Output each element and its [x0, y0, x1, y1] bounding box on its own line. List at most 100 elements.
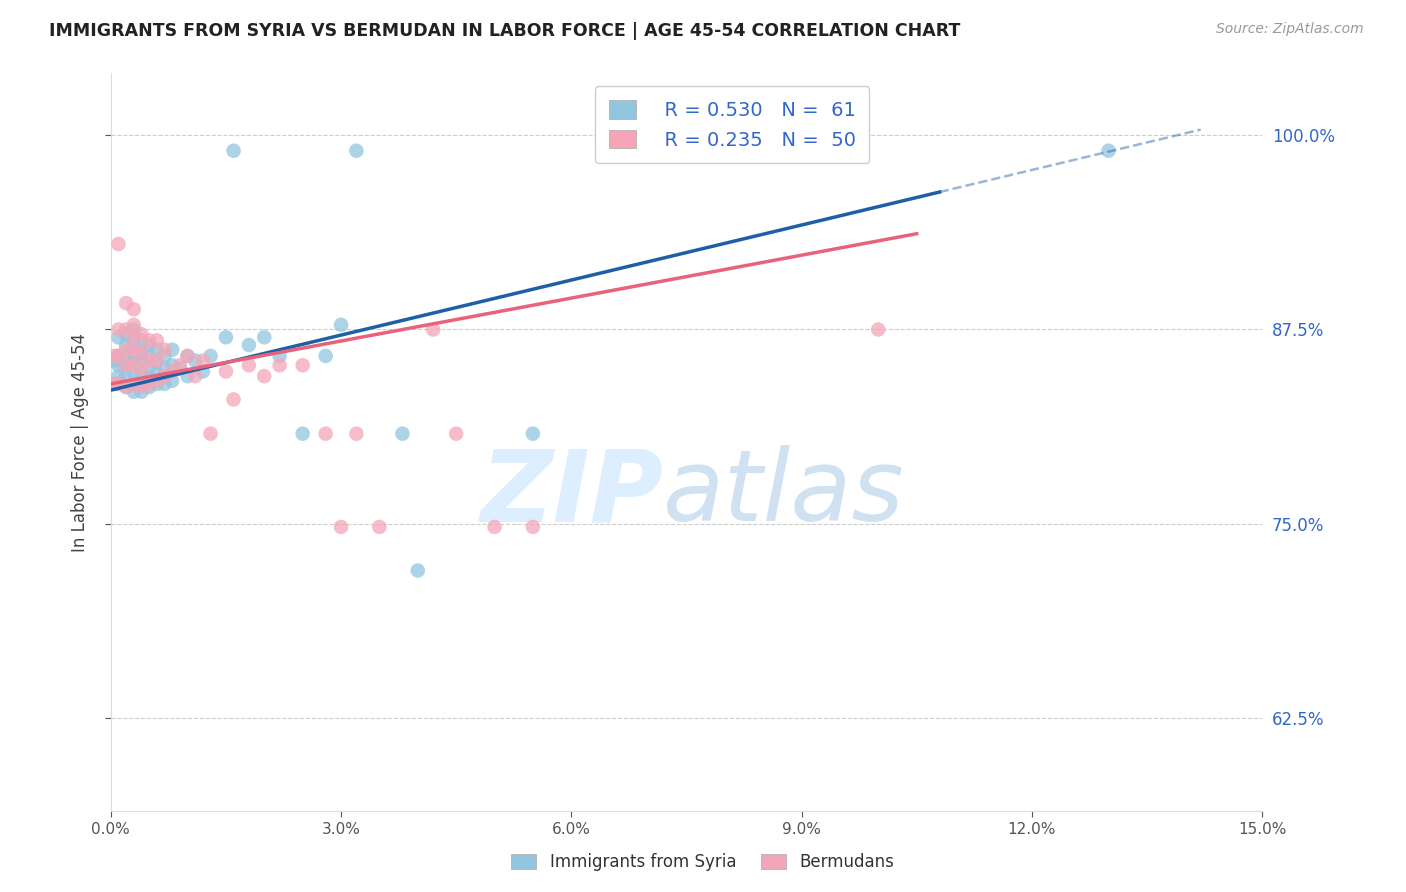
- Point: [368, 520, 391, 534]
- Point: [122, 358, 145, 372]
- Point: [107, 369, 129, 384]
- Point: [107, 349, 129, 363]
- Point: [138, 359, 160, 374]
- Point: [131, 366, 153, 380]
- Point: [131, 376, 153, 391]
- Point: [115, 296, 138, 310]
- Point: [160, 343, 183, 357]
- Point: [131, 380, 153, 394]
- Point: [160, 364, 183, 378]
- Point: [253, 330, 276, 344]
- Point: [104, 353, 127, 368]
- Point: [153, 349, 176, 363]
- Point: [122, 343, 145, 357]
- Point: [522, 520, 544, 534]
- Point: [115, 349, 138, 363]
- Y-axis label: In Labor Force | Age 45-54: In Labor Force | Age 45-54: [72, 333, 89, 552]
- Point: [138, 349, 160, 363]
- Point: [131, 384, 153, 399]
- Point: [138, 370, 160, 384]
- Point: [146, 343, 169, 357]
- Point: [138, 334, 160, 348]
- Point: [131, 355, 153, 369]
- Point: [191, 353, 214, 368]
- Point: [104, 376, 127, 391]
- Point: [115, 380, 138, 394]
- Point: [222, 144, 245, 158]
- Point: [146, 334, 169, 348]
- Point: [138, 338, 160, 352]
- Point: [406, 564, 429, 578]
- Point: [344, 144, 367, 158]
- Point: [146, 374, 169, 388]
- Point: [522, 426, 544, 441]
- Point: [115, 358, 138, 372]
- Point: [146, 376, 169, 391]
- Point: [122, 334, 145, 349]
- Point: [131, 327, 153, 342]
- Point: [291, 426, 314, 441]
- Point: [422, 322, 444, 336]
- Point: [153, 369, 176, 384]
- Point: [215, 330, 238, 344]
- Point: [107, 376, 129, 391]
- Point: [115, 322, 138, 336]
- Point: [269, 349, 291, 363]
- Point: [115, 327, 138, 342]
- Point: [115, 358, 138, 372]
- Point: [315, 426, 337, 441]
- Point: [169, 361, 191, 376]
- Point: [790, 144, 813, 158]
- Point: [176, 349, 198, 363]
- Point: [484, 520, 506, 534]
- Point: [146, 366, 169, 380]
- Point: [222, 392, 245, 407]
- Point: [315, 349, 337, 363]
- Text: atlas: atlas: [664, 445, 905, 542]
- Text: Source: ZipAtlas.com: Source: ZipAtlas.com: [1216, 22, 1364, 37]
- Point: [131, 361, 153, 376]
- Point: [115, 380, 138, 394]
- Point: [104, 376, 127, 391]
- Point: [115, 338, 138, 352]
- Point: [146, 355, 169, 369]
- Point: [160, 358, 183, 372]
- Point: [115, 369, 138, 384]
- Text: IMMIGRANTS FROM SYRIA VS BERMUDAN IN LABOR FORCE | AGE 45-54 CORRELATION CHART: IMMIGRANTS FROM SYRIA VS BERMUDAN IN LAB…: [49, 22, 960, 40]
- Point: [138, 353, 160, 368]
- Point: [138, 380, 160, 394]
- Legend: Immigrants from Syria, Bermudans: Immigrants from Syria, Bermudans: [503, 845, 903, 880]
- Point: [122, 302, 145, 317]
- Point: [184, 353, 207, 368]
- Point: [238, 338, 260, 352]
- Point: [131, 346, 153, 360]
- Point: [122, 330, 145, 344]
- Point: [122, 366, 145, 380]
- Point: [107, 349, 129, 363]
- Point: [1097, 144, 1119, 158]
- Point: [444, 426, 467, 441]
- Point: [391, 426, 413, 441]
- Point: [291, 358, 314, 372]
- Point: [169, 358, 191, 372]
- Point: [122, 322, 145, 336]
- Legend:   R = 0.530   N =  61,   R = 0.235   N =  50: R = 0.530 N = 61, R = 0.235 N = 50: [596, 87, 869, 163]
- Point: [153, 343, 176, 357]
- Point: [131, 346, 153, 360]
- Point: [215, 364, 238, 378]
- Point: [176, 369, 198, 384]
- Point: [160, 374, 183, 388]
- Point: [191, 364, 214, 378]
- Point: [330, 520, 353, 534]
- Point: [253, 369, 276, 384]
- Point: [122, 384, 145, 399]
- Point: [115, 343, 138, 357]
- Point: [107, 376, 129, 391]
- Point: [122, 376, 145, 391]
- Point: [238, 358, 260, 372]
- Point: [107, 358, 129, 372]
- Point: [146, 353, 169, 368]
- Point: [138, 376, 160, 391]
- Point: [868, 322, 890, 336]
- Point: [200, 349, 222, 363]
